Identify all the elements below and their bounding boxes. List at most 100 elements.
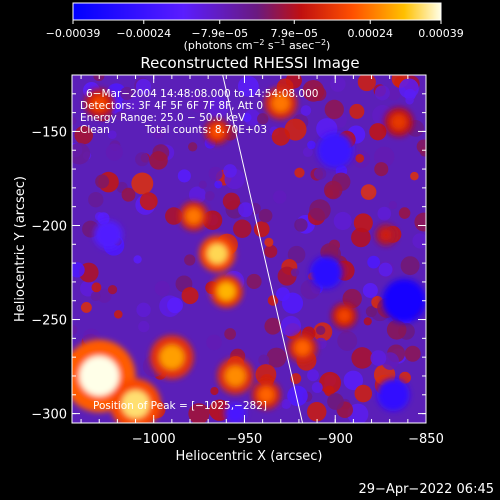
colorbar-tick-label-2: −7.9e−05 (191, 27, 248, 40)
solar-limb-line (222, 75, 304, 423)
texture-blob (287, 245, 306, 264)
cold-regions (93, 132, 426, 423)
texture-blob (264, 317, 282, 335)
colorbar-tick-label-1: −0.00024 (116, 27, 171, 40)
hot-region-10 (84, 88, 114, 118)
texture-blob (139, 192, 158, 211)
texture-blob (337, 330, 358, 351)
texture-blob (255, 364, 277, 385)
texture-blob (237, 75, 259, 97)
hot-region-6 (217, 357, 254, 395)
texture-blob (88, 192, 104, 208)
x-tick-label-3: −850 (408, 432, 444, 447)
texture-blob (214, 180, 223, 189)
texture-blob (135, 78, 152, 94)
texture-blob (133, 255, 142, 264)
texture-blob (330, 76, 346, 92)
colorbar-tick-label-5: 0.00039 (418, 27, 464, 40)
hot-region-core (91, 95, 108, 112)
texture-blob (363, 317, 372, 326)
texture-blob (281, 399, 292, 410)
texture-blob (398, 207, 411, 219)
hot-region-core (159, 345, 184, 370)
texture-blob (315, 325, 326, 336)
texture-blob (206, 334, 222, 351)
texture-blob (357, 75, 376, 92)
texture-blob (224, 328, 236, 340)
texture-blob (309, 199, 331, 221)
hot-region-3 (199, 235, 236, 272)
texture-blob (342, 288, 362, 309)
texture-blob (324, 99, 344, 120)
texture-blob (165, 207, 183, 225)
hot-region-14 (375, 223, 397, 246)
texture-blob (222, 192, 241, 210)
x-tick-label-2: −900 (317, 432, 353, 447)
texture-blob (351, 347, 373, 369)
texture-blob (307, 140, 316, 150)
hot-region-core (225, 365, 246, 386)
annotation-peak: Position of Peak = [−1025,−282] (93, 400, 267, 412)
texture-blob (131, 172, 154, 195)
texture-blob (290, 268, 300, 277)
texture-blob (369, 123, 387, 141)
texture-blob (72, 116, 77, 126)
texture-blob (253, 221, 270, 238)
texture-blob (327, 393, 344, 410)
texture-blob (275, 287, 290, 302)
texture-blob (177, 169, 191, 183)
hot-region-4 (179, 201, 209, 231)
texture-blob (354, 384, 373, 403)
hot-regions (72, 86, 414, 423)
texture-blob (257, 113, 269, 125)
texture-blob (188, 92, 209, 113)
texture-blob (353, 213, 373, 233)
texture-blob (115, 111, 125, 121)
hot-region-core (258, 386, 275, 403)
x-axis-ticks: −1000 −950 −900 −850 (80, 75, 444, 447)
texture-blob (374, 85, 390, 101)
texture-blob (136, 302, 151, 318)
texture-blob (398, 78, 419, 99)
annotation-detectors: Detectors: 3F 4F 5F 6F 7F 8F, Att 0 (80, 100, 263, 112)
cold-region-3 (376, 378, 410, 412)
hot-region-11 (288, 333, 318, 363)
texture-blob (135, 152, 150, 167)
texture-blob (91, 282, 102, 293)
texture-blob (399, 371, 411, 384)
texture-blob (95, 174, 110, 189)
texture-blob (107, 130, 117, 140)
texture-blob (355, 153, 365, 163)
texture-blob (319, 371, 341, 394)
texture-blob (167, 297, 183, 314)
texture-blob (351, 227, 371, 248)
cold-region-5 (224, 402, 247, 423)
texture-blob (414, 212, 426, 232)
texture-blob (264, 237, 274, 247)
colorbar-tick-label-0: −0.00039 (46, 27, 101, 40)
texture-blob (404, 345, 421, 362)
texture-blob (360, 184, 377, 200)
hot-region-9 (204, 118, 230, 145)
texture-blob (233, 219, 252, 238)
texture-blob (307, 402, 327, 422)
texture-blob (258, 208, 273, 223)
texture-blob (210, 386, 219, 396)
colorbar (72, 2, 442, 21)
colorbar-tick-label-3: 7.9e−05 (271, 27, 318, 40)
texture-blob (223, 164, 237, 178)
texture-blob (188, 403, 210, 423)
y-tick-label-1: −200 (31, 219, 67, 234)
texture-blob (80, 302, 92, 313)
texture-blob (388, 200, 398, 210)
texture-blob (273, 190, 287, 204)
texture-blob (97, 288, 112, 303)
colorbar-ticks: −0.00039 −0.00024 −7.9e−05 7.9e−05 0.00024 0.… (46, 20, 464, 40)
cold-region-4 (93, 220, 123, 250)
texture-blob (258, 354, 270, 366)
annotation-method: Clean (80, 124, 110, 136)
x-tick-label-1: −950 (227, 432, 263, 447)
annotation-time-range: 6−Mar−2004 14:48:08.000 to 14:54:08.000 (86, 88, 318, 100)
texture-blob (149, 151, 168, 170)
texture-blob (208, 166, 223, 181)
